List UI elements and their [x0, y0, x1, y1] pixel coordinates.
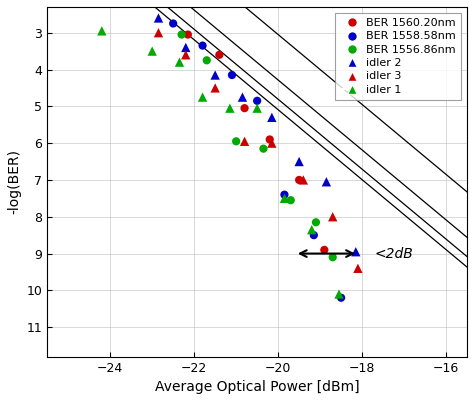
- Point: [178, 31, 185, 38]
- Point: [241, 105, 248, 111]
- Point: [268, 114, 276, 121]
- Point: [281, 191, 288, 198]
- Point: [241, 138, 248, 144]
- Point: [281, 195, 288, 202]
- Point: [310, 232, 318, 238]
- Point: [182, 44, 190, 51]
- Point: [335, 291, 343, 297]
- Point: [211, 72, 219, 78]
- Point: [268, 140, 276, 146]
- Point: [155, 30, 162, 36]
- Point: [260, 146, 267, 152]
- Point: [300, 177, 307, 183]
- Point: [312, 219, 319, 225]
- Point: [320, 247, 328, 253]
- Point: [239, 94, 246, 100]
- Point: [226, 105, 234, 111]
- Point: [323, 178, 330, 185]
- Point: [199, 43, 206, 49]
- Point: [308, 227, 316, 233]
- Point: [354, 265, 362, 271]
- Point: [182, 52, 190, 58]
- Point: [287, 197, 294, 203]
- Y-axis label: -log(BER): -log(BER): [7, 149, 21, 214]
- Point: [216, 52, 223, 58]
- Point: [155, 15, 162, 21]
- Point: [352, 249, 360, 255]
- Point: [329, 214, 337, 220]
- Point: [176, 59, 183, 65]
- Point: [266, 136, 273, 143]
- Point: [203, 57, 210, 63]
- Point: [295, 158, 303, 165]
- Point: [211, 85, 219, 91]
- Point: [295, 177, 303, 183]
- Legend: BER 1560.20nm, BER 1558.58nm, BER 1556.86nm, idler 2, idler 3, idler 1: BER 1560.20nm, BER 1558.58nm, BER 1556.8…: [335, 12, 462, 100]
- Point: [199, 94, 206, 100]
- Point: [169, 20, 177, 27]
- Point: [254, 105, 261, 111]
- Point: [232, 138, 240, 144]
- Point: [329, 254, 337, 261]
- Point: [98, 28, 106, 34]
- X-axis label: Average Optical Power [dBm]: Average Optical Power [dBm]: [155, 380, 359, 394]
- Point: [254, 97, 261, 104]
- Point: [184, 31, 191, 38]
- Point: [337, 295, 345, 301]
- Point: [228, 72, 236, 78]
- Point: [148, 48, 156, 54]
- Text: <2dB: <2dB: [374, 247, 413, 261]
